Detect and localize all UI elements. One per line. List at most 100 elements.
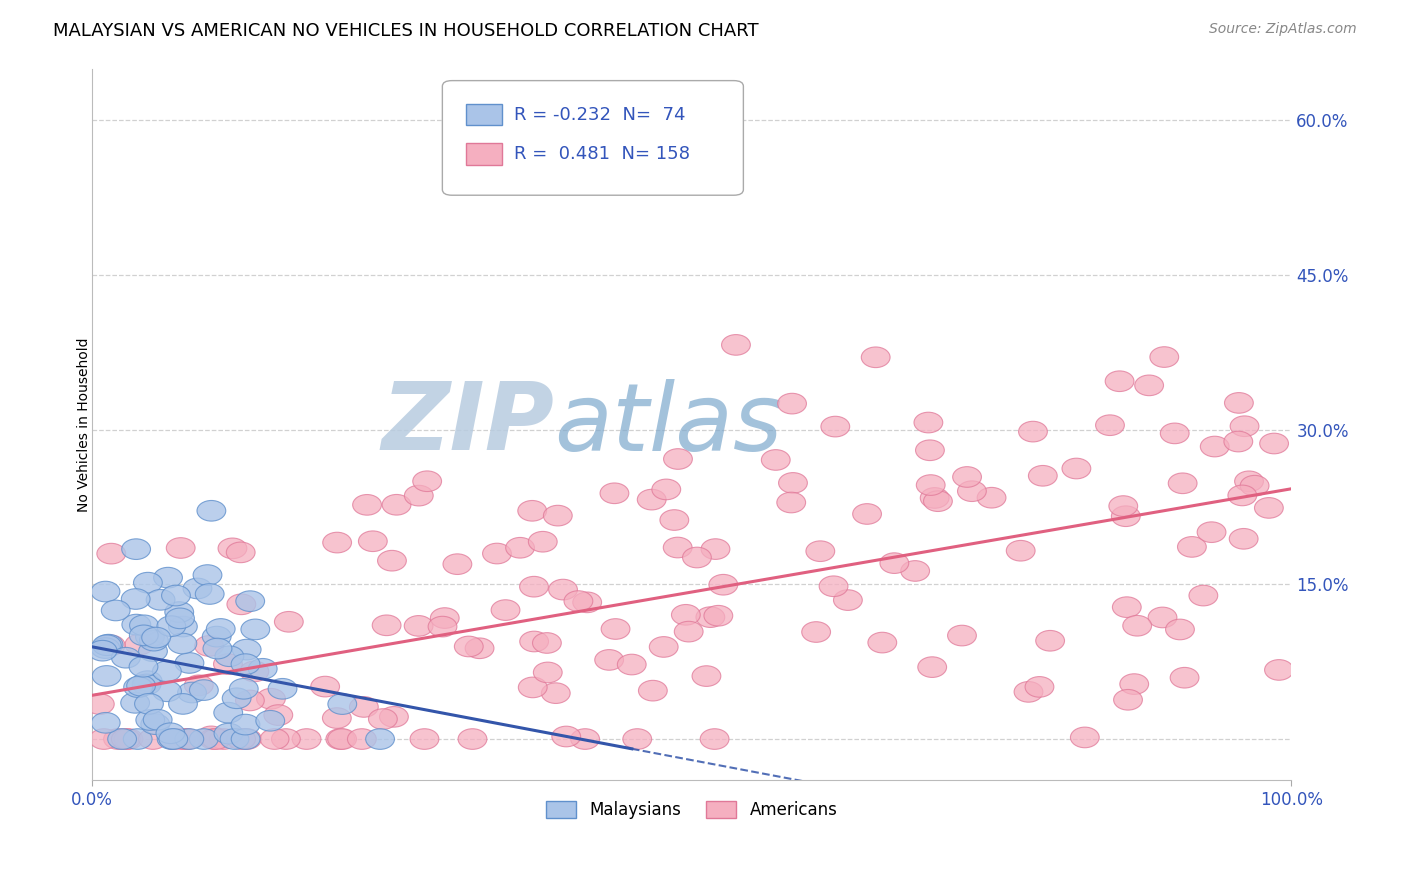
Ellipse shape: [675, 622, 703, 642]
Ellipse shape: [672, 605, 700, 625]
Ellipse shape: [177, 682, 207, 703]
Ellipse shape: [214, 723, 243, 744]
Ellipse shape: [1166, 619, 1194, 640]
Ellipse shape: [405, 485, 433, 506]
Ellipse shape: [91, 638, 120, 658]
Ellipse shape: [207, 619, 235, 640]
Ellipse shape: [834, 590, 862, 610]
Ellipse shape: [1095, 415, 1125, 435]
Ellipse shape: [139, 640, 167, 662]
Ellipse shape: [617, 654, 647, 675]
Ellipse shape: [195, 583, 224, 604]
Ellipse shape: [1254, 498, 1284, 518]
Ellipse shape: [215, 646, 243, 666]
Ellipse shape: [135, 693, 163, 714]
Ellipse shape: [157, 615, 186, 637]
Ellipse shape: [197, 726, 225, 747]
Ellipse shape: [1201, 436, 1229, 457]
Ellipse shape: [90, 729, 118, 749]
Ellipse shape: [915, 440, 945, 460]
Ellipse shape: [122, 615, 150, 635]
Ellipse shape: [544, 505, 572, 526]
Ellipse shape: [134, 671, 162, 691]
Ellipse shape: [200, 729, 228, 749]
Ellipse shape: [1260, 434, 1288, 454]
Ellipse shape: [506, 538, 534, 558]
Ellipse shape: [1007, 541, 1035, 561]
Ellipse shape: [868, 632, 897, 653]
Ellipse shape: [226, 542, 254, 563]
Ellipse shape: [852, 504, 882, 524]
Ellipse shape: [529, 532, 557, 552]
Ellipse shape: [1227, 485, 1257, 506]
Ellipse shape: [1112, 597, 1142, 617]
Ellipse shape: [104, 729, 132, 749]
Ellipse shape: [184, 675, 214, 696]
Ellipse shape: [156, 723, 184, 744]
Ellipse shape: [136, 710, 165, 731]
Ellipse shape: [1264, 659, 1294, 681]
Ellipse shape: [236, 591, 264, 612]
Ellipse shape: [704, 606, 733, 626]
Ellipse shape: [600, 483, 628, 504]
Ellipse shape: [165, 602, 194, 623]
Ellipse shape: [702, 539, 730, 559]
Ellipse shape: [1225, 392, 1253, 413]
Ellipse shape: [918, 657, 946, 677]
Ellipse shape: [323, 533, 352, 553]
Ellipse shape: [482, 543, 512, 564]
Ellipse shape: [167, 633, 197, 654]
Ellipse shape: [709, 574, 738, 595]
Ellipse shape: [571, 729, 599, 749]
Ellipse shape: [806, 541, 835, 561]
Ellipse shape: [101, 600, 131, 621]
Ellipse shape: [953, 467, 981, 487]
Ellipse shape: [142, 627, 170, 648]
Ellipse shape: [413, 471, 441, 491]
Ellipse shape: [169, 694, 197, 714]
Ellipse shape: [820, 576, 848, 597]
Ellipse shape: [1111, 506, 1140, 526]
Ellipse shape: [162, 585, 190, 606]
Ellipse shape: [1170, 667, 1199, 688]
Ellipse shape: [183, 578, 212, 599]
Ellipse shape: [94, 634, 122, 655]
Ellipse shape: [221, 729, 249, 749]
Ellipse shape: [292, 729, 321, 749]
Ellipse shape: [650, 637, 678, 657]
Ellipse shape: [91, 713, 120, 733]
Ellipse shape: [274, 612, 304, 632]
Ellipse shape: [443, 554, 472, 574]
Ellipse shape: [1234, 471, 1264, 491]
Ellipse shape: [801, 622, 831, 642]
Ellipse shape: [174, 729, 204, 749]
Ellipse shape: [328, 729, 357, 749]
Ellipse shape: [429, 616, 457, 637]
Ellipse shape: [139, 631, 169, 651]
Ellipse shape: [169, 616, 197, 637]
Ellipse shape: [322, 707, 352, 729]
Ellipse shape: [231, 714, 260, 735]
Ellipse shape: [1070, 727, 1099, 747]
Ellipse shape: [1123, 615, 1152, 636]
Ellipse shape: [172, 729, 201, 749]
Ellipse shape: [1105, 371, 1135, 392]
Ellipse shape: [917, 475, 945, 495]
Ellipse shape: [762, 450, 790, 470]
Ellipse shape: [89, 640, 117, 661]
Ellipse shape: [232, 640, 262, 660]
Ellipse shape: [373, 615, 401, 636]
Ellipse shape: [269, 679, 297, 699]
Ellipse shape: [1114, 690, 1143, 710]
Ellipse shape: [218, 538, 247, 558]
Ellipse shape: [201, 729, 231, 749]
Ellipse shape: [166, 538, 195, 558]
Ellipse shape: [153, 567, 183, 588]
Ellipse shape: [135, 626, 165, 648]
Ellipse shape: [533, 632, 561, 653]
Ellipse shape: [1150, 347, 1178, 368]
Ellipse shape: [901, 561, 929, 582]
Ellipse shape: [143, 709, 172, 730]
Ellipse shape: [222, 688, 252, 708]
Ellipse shape: [86, 694, 114, 714]
